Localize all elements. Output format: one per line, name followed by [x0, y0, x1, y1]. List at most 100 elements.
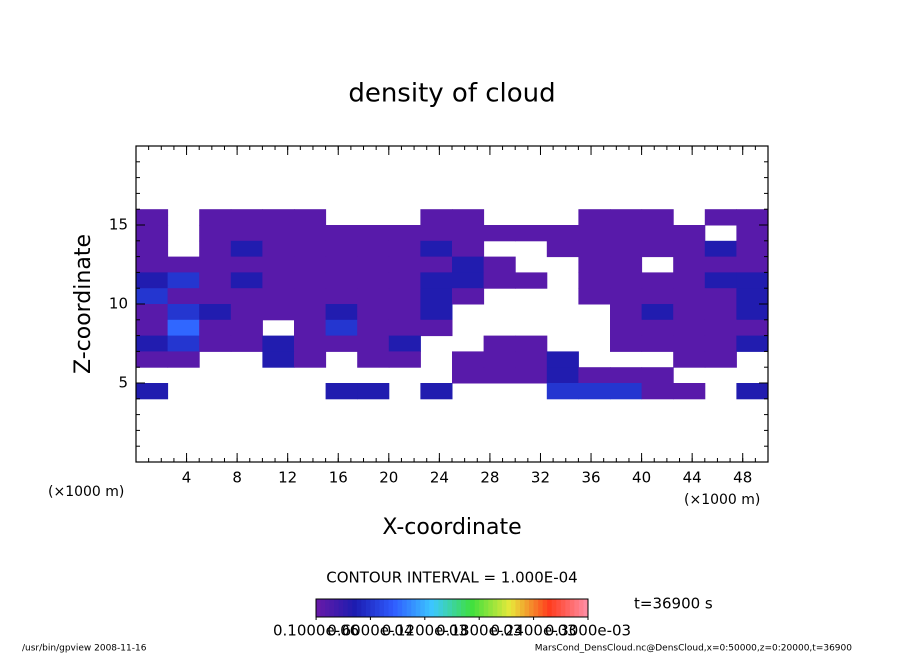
- cell: [704, 351, 737, 368]
- time-label: t=36900 s: [634, 595, 713, 613]
- cell: [325, 383, 358, 400]
- cell: [167, 351, 200, 368]
- cell: [546, 351, 579, 368]
- colorbar-swatch: [447, 599, 453, 617]
- colorbar-swatch: [565, 599, 571, 617]
- colorbar-swatch: [329, 599, 335, 617]
- cell: [136, 256, 169, 273]
- colorbar-swatch: [325, 599, 331, 617]
- cell: [357, 240, 390, 258]
- y-tick-label: 10: [109, 295, 128, 313]
- cell: [325, 304, 358, 321]
- cell: [136, 288, 169, 305]
- colorbar-swatch: [474, 599, 480, 617]
- colorbar-swatch: [533, 599, 539, 617]
- unit-label: (×1000 m): [684, 492, 760, 508]
- x-tick-label: 44: [683, 469, 702, 487]
- cell: [167, 335, 200, 352]
- cell: [199, 272, 232, 289]
- cell: [641, 367, 674, 384]
- cell: [388, 256, 421, 273]
- cell: [420, 383, 453, 400]
- cell: [673, 225, 706, 242]
- cell: [357, 304, 390, 321]
- cell: [262, 225, 295, 242]
- cell: [483, 256, 516, 273]
- cell: [388, 351, 421, 368]
- x-tick-label: 40: [632, 469, 651, 487]
- colorbar-tick-label: 0.2400e-03: [490, 622, 576, 640]
- colorbar-swatch: [356, 599, 362, 617]
- cell: [136, 240, 169, 258]
- cell: [641, 319, 674, 337]
- cell: [136, 209, 169, 226]
- footer-left: /usr/bin/gpview 2008-11-16: [22, 644, 147, 654]
- cell: [230, 209, 263, 226]
- cell: [167, 272, 200, 289]
- cell: [483, 225, 516, 242]
- cell: [230, 304, 263, 321]
- colorbar-frame: [315, 598, 589, 618]
- cell: [578, 383, 611, 400]
- cell: [483, 335, 516, 352]
- colorbar-swatch: [402, 599, 408, 617]
- cell: [325, 319, 358, 337]
- cell: [546, 383, 579, 400]
- cell: [578, 225, 611, 242]
- cell: [578, 256, 611, 273]
- cell: [673, 272, 706, 289]
- colorbar-swatch: [569, 599, 575, 617]
- colorbar-swatch: [542, 599, 548, 617]
- colorbar-swatch: [420, 599, 426, 617]
- cell: [136, 225, 169, 242]
- cell: [673, 319, 706, 337]
- cell: [262, 240, 295, 258]
- colorbar-swatch: [470, 599, 476, 617]
- cell: [325, 288, 358, 305]
- cell: [736, 225, 769, 242]
- colorbar-swatch: [538, 599, 544, 617]
- cell: [452, 367, 485, 384]
- cell: [167, 288, 200, 305]
- cell: [546, 240, 579, 258]
- cell: [736, 240, 769, 258]
- x-tick-label: 4: [182, 469, 192, 487]
- cell: [388, 335, 421, 352]
- cell: [736, 319, 769, 337]
- cell: [515, 225, 548, 242]
- colorbar-swatch: [452, 599, 458, 617]
- colorbar-tick-label: 0.1200e-03: [382, 622, 468, 640]
- cell: [136, 272, 169, 289]
- cell: [673, 288, 706, 305]
- colorbar-swatch: [384, 599, 390, 617]
- cell: [610, 304, 643, 321]
- cell: [610, 272, 643, 289]
- cell: [736, 272, 769, 289]
- cell: [357, 256, 390, 273]
- cell: [199, 319, 232, 337]
- x-tick-label: 12: [278, 469, 297, 487]
- cell: [357, 288, 390, 305]
- cell: [294, 225, 327, 242]
- cell: [262, 272, 295, 289]
- cell: [325, 272, 358, 289]
- colorbar-swatch: [343, 599, 349, 617]
- cell: [262, 351, 295, 368]
- cell: [641, 240, 674, 258]
- cell: [546, 225, 579, 242]
- cell: [515, 335, 548, 352]
- cell: [452, 256, 485, 273]
- colorbar-swatch: [497, 599, 503, 617]
- colorbar-swatch: [574, 599, 580, 617]
- cell: [199, 225, 232, 242]
- colorbar-swatch: [388, 599, 394, 617]
- cell: [167, 304, 200, 321]
- cell: [262, 209, 295, 226]
- colorbar-swatch: [347, 599, 353, 617]
- colorbar-swatch: [433, 599, 439, 617]
- x-tick-label: 32: [531, 469, 550, 487]
- cell: [452, 272, 485, 289]
- colorbar-swatch: [520, 599, 526, 617]
- cell: [673, 383, 706, 400]
- contour-interval: CONTOUR INTERVAL = 1.000E-04: [326, 569, 577, 587]
